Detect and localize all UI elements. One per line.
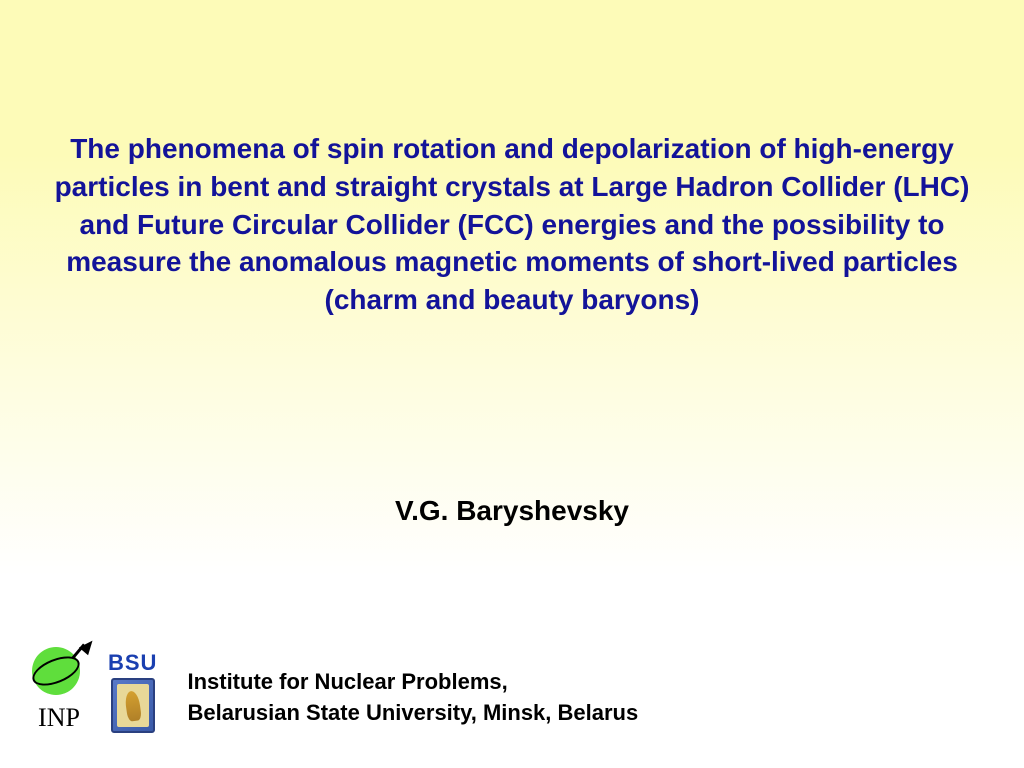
affiliation-line-2: Belarusian State University, Minsk, Bela… <box>187 698 638 729</box>
inp-logo: INP <box>30 641 88 733</box>
affiliation-line-1: Institute for Nuclear Problems, <box>187 667 638 698</box>
inp-logo-label: INP <box>38 703 80 733</box>
inp-globe-icon <box>30 641 88 699</box>
bsu-shield-icon <box>111 678 155 733</box>
author-name: V.G. Baryshevsky <box>0 495 1024 527</box>
bsu-logo: BSU <box>108 650 157 733</box>
affiliation: Institute for Nuclear Problems, Belarusi… <box>187 667 638 733</box>
footer: INP BSU Institute for Nuclear Problems, … <box>30 641 994 733</box>
bsu-logo-label: BSU <box>108 650 157 676</box>
slide-title: The phenomena of spin rotation and depol… <box>40 130 984 319</box>
